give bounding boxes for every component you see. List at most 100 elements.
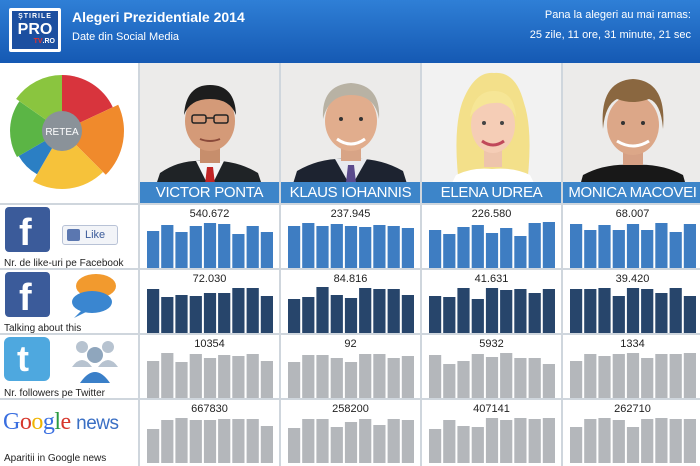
candidate-card-iohannis[interactable]: KLAUS IOHANNIS [281, 63, 420, 203]
data-cell[interactable]: 92 [281, 335, 420, 400]
sparkline-bar [500, 228, 513, 268]
sparkline-bar [288, 362, 301, 398]
metric-label: Nr. followers pe Twitter [4, 388, 105, 399]
sparkline-bar [612, 354, 625, 398]
sparkline-bar [260, 426, 273, 463]
cell-value: 41.631 [474, 273, 509, 285]
metric-label: Aparitii in Google news [4, 453, 107, 464]
cell-value: 39.420 [615, 273, 650, 285]
sparkline-bar [147, 231, 160, 268]
metric-talking-about: f Talking about this [0, 270, 138, 335]
sparkline-bar [218, 293, 231, 333]
sparkline-bar [330, 427, 343, 463]
sparkline-bar [514, 236, 527, 268]
sparkline-bar [683, 353, 696, 398]
data-cell[interactable]: 39.420 [563, 270, 700, 335]
sparkline-bar [203, 223, 217, 268]
data-cell[interactable]: 407141 [422, 400, 561, 465]
sparkline-bar [528, 419, 541, 463]
sparkline-bar [359, 354, 372, 398]
data-cell[interactable]: 72.030 [140, 270, 279, 335]
like-button[interactable]: Like [62, 225, 118, 245]
data-cell[interactable]: 10354 [140, 335, 279, 400]
sparkline-bar [598, 418, 611, 463]
candidate-name: VICTOR PONTA [140, 182, 279, 203]
data-cell[interactable]: 667830 [140, 400, 279, 465]
sparkline-bar [457, 426, 470, 463]
sparkline-bar [612, 230, 625, 268]
network-pie-chart[interactable]: RETEA [0, 63, 138, 203]
twitter-icon[interactable]: t [4, 337, 50, 381]
data-cell[interactable]: 258200 [281, 400, 420, 465]
data-cell[interactable]: 540.672 [140, 205, 279, 270]
sparkline-bar [302, 297, 315, 333]
sparkline-bar [542, 222, 555, 268]
google-news-logo[interactable]: Google news [3, 409, 119, 435]
sparkline-bar [655, 293, 668, 333]
sparkline-bar [175, 295, 188, 333]
sparkline-chart [570, 353, 696, 398]
sparkline-bar [246, 226, 259, 268]
sparkline-bar [485, 357, 499, 398]
data-cell[interactable]: 84.816 [281, 270, 420, 335]
sparkline-bar [570, 224, 583, 268]
sparkline-bar [471, 354, 484, 398]
pie-slice[interactable] [10, 101, 63, 157]
data-cell[interactable]: 237.945 [281, 205, 420, 270]
cell-value: 540.672 [189, 208, 230, 220]
sparkline-bar [457, 361, 470, 398]
pie-slice[interactable] [62, 104, 124, 175]
sparkline-chart [147, 288, 273, 333]
sparkline-bar [330, 224, 343, 268]
data-cell[interactable]: 5932 [422, 335, 561, 400]
sparkline-bar [387, 226, 400, 268]
sparkline-bar [626, 288, 640, 333]
sparkline-bar [316, 419, 329, 463]
cell-value: 262710 [614, 403, 651, 415]
data-cell[interactable]: 262710 [563, 400, 700, 465]
sparkline-bar [260, 296, 273, 333]
candidate-card-udrea[interactable]: ELENA UDREA [422, 63, 561, 203]
sparkline-bar [203, 358, 217, 398]
sparkline-bar [669, 354, 682, 398]
sparkline-bar [189, 420, 202, 463]
candidate-name: KLAUS IOHANNIS [281, 182, 420, 203]
sparkline-bar [246, 419, 259, 463]
sparkline-bar [330, 358, 343, 398]
sparkline-bar [485, 418, 499, 463]
sparkline-bar [500, 290, 513, 333]
sparkline-chart [570, 418, 696, 463]
sparkline-bar [471, 427, 484, 463]
facebook-icon[interactable]: f [5, 207, 50, 253]
candidate-card-ponta[interactable]: VICTOR PONTA [140, 63, 279, 203]
portrait-iohannis [287, 83, 413, 203]
sparkline-chart [429, 418, 555, 463]
sparkline-bar [457, 227, 470, 268]
sparkline-bar [528, 223, 541, 268]
sparkline-chart [147, 353, 273, 398]
facebook-icon[interactable]: f [5, 272, 50, 318]
cell-value: 407141 [473, 403, 510, 415]
sparkline-bar [359, 227, 372, 268]
data-cell[interactable]: 68.007 [563, 205, 700, 270]
metric-label: Nr. de like-uri pe Facebook [4, 258, 124, 269]
candidate-card-macovei[interactable]: MONICA MACOVEI [563, 63, 700, 203]
sparkline-bar [542, 418, 555, 463]
data-cell[interactable]: 226.580 [422, 205, 561, 270]
pie-slice[interactable] [33, 131, 103, 189]
like-button-label: Like [85, 229, 106, 241]
stirile-protv-logo[interactable]: ŞTIRILE PRO TV.RO [9, 8, 61, 52]
cell-value: 237.945 [330, 208, 371, 220]
sparkline-bar [655, 354, 668, 398]
metric-google-news: Google news Aparitii in Google news [0, 400, 138, 465]
sparkline-chart [429, 288, 555, 333]
sparkline-bar [683, 419, 696, 463]
sparkline-bar [443, 234, 456, 268]
data-cell[interactable]: 41.631 [422, 270, 561, 335]
sparkline-bar [401, 356, 414, 398]
data-cell[interactable]: 1334 [563, 335, 700, 400]
sparkline-bar [584, 419, 597, 463]
sparkline-bar [570, 427, 583, 463]
sparkline-bar [584, 289, 597, 333]
